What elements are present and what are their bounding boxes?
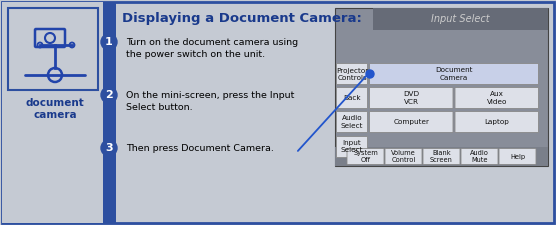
Text: Turn on the document camera using
the power switch on the unit.: Turn on the document camera using the po… xyxy=(126,38,298,59)
Bar xyxy=(335,8,548,166)
Text: Then press Document Camera.: Then press Document Camera. xyxy=(126,144,274,153)
Text: Audio
Select: Audio Select xyxy=(341,115,363,128)
FancyBboxPatch shape xyxy=(461,148,498,164)
Bar xyxy=(373,8,548,30)
Circle shape xyxy=(366,70,374,78)
FancyBboxPatch shape xyxy=(455,112,539,133)
FancyBboxPatch shape xyxy=(370,88,453,108)
FancyBboxPatch shape xyxy=(423,148,460,164)
FancyBboxPatch shape xyxy=(336,88,368,108)
Text: On the mini-screen, press the Input
Select button.: On the mini-screen, press the Input Sele… xyxy=(126,91,294,112)
FancyBboxPatch shape xyxy=(370,112,453,133)
Bar xyxy=(103,2,116,223)
Circle shape xyxy=(101,140,117,156)
FancyBboxPatch shape xyxy=(499,148,536,164)
FancyBboxPatch shape xyxy=(336,63,368,85)
Text: 2: 2 xyxy=(105,90,113,100)
Circle shape xyxy=(101,34,117,50)
FancyBboxPatch shape xyxy=(370,63,539,85)
FancyBboxPatch shape xyxy=(336,137,368,157)
FancyBboxPatch shape xyxy=(455,88,539,108)
Text: Blank
Screen: Blank Screen xyxy=(430,150,453,163)
Text: 1: 1 xyxy=(105,37,113,47)
Text: Aux
Video: Aux Video xyxy=(486,92,507,104)
FancyBboxPatch shape xyxy=(2,2,554,223)
Text: Help: Help xyxy=(510,153,525,160)
Text: Laptop: Laptop xyxy=(484,119,509,125)
Text: Computer: Computer xyxy=(393,119,429,125)
FancyBboxPatch shape xyxy=(336,112,368,133)
Circle shape xyxy=(101,87,117,103)
Text: Input
Select: Input Select xyxy=(341,140,363,153)
Text: Audio
Mute: Audio Mute xyxy=(470,150,489,163)
Text: Displaying a Document Camera:: Displaying a Document Camera: xyxy=(122,12,362,25)
Text: Volume
Control: Volume Control xyxy=(391,150,416,163)
Bar xyxy=(2,2,103,223)
Text: Input Select: Input Select xyxy=(431,14,490,24)
Text: Projector
Controls: Projector Controls xyxy=(336,68,368,81)
Text: document
camera: document camera xyxy=(26,98,85,120)
Bar xyxy=(335,147,548,166)
FancyBboxPatch shape xyxy=(347,148,384,164)
Text: System
Off: System Off xyxy=(353,150,378,163)
Text: Document
Camera: Document Camera xyxy=(435,68,473,81)
Text: Back: Back xyxy=(343,95,361,101)
Text: 3: 3 xyxy=(105,143,113,153)
FancyBboxPatch shape xyxy=(385,148,422,164)
Text: DVD
VCR: DVD VCR xyxy=(403,92,419,104)
FancyBboxPatch shape xyxy=(8,8,98,90)
